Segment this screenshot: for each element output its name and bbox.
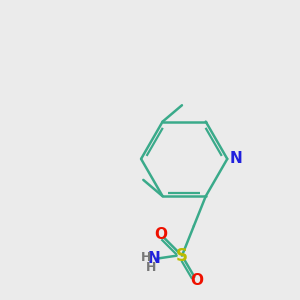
Text: O: O: [154, 227, 167, 242]
Text: N: N: [147, 251, 160, 266]
Text: H: H: [146, 261, 157, 274]
Text: O: O: [190, 273, 203, 288]
Text: H: H: [141, 251, 152, 264]
Text: N: N: [229, 152, 242, 166]
Text: S: S: [176, 247, 188, 265]
